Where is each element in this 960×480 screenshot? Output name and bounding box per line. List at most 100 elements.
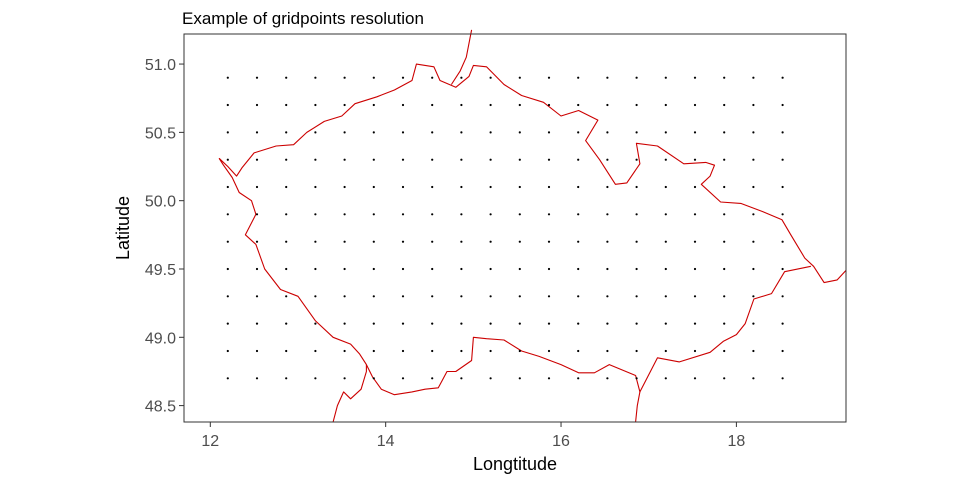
- y-tick-label: 50.5: [145, 125, 176, 142]
- gridpoint: [255, 158, 259, 161]
- gridpoint: [781, 267, 784, 271]
- gridpoint: [635, 213, 638, 216]
- gridpoint: [343, 240, 346, 243]
- gridpoint: [577, 322, 580, 325]
- gridpoint: [372, 295, 375, 298]
- gridpoint: [547, 103, 551, 107]
- gridpoint: [314, 377, 317, 380]
- gridpoint: [781, 377, 784, 380]
- gridpoint: [460, 240, 463, 243]
- gridpoint: [226, 322, 229, 325]
- gridpoint: [664, 185, 667, 189]
- gridpoint: [518, 267, 521, 271]
- gridpoint: [606, 76, 609, 79]
- gridpoint: [781, 185, 784, 189]
- gridpoint: [226, 185, 229, 189]
- gridpoint: [314, 213, 317, 216]
- gridpoint: [723, 76, 726, 79]
- gridpoint: [693, 76, 697, 79]
- gridpoint: [752, 267, 755, 271]
- gridpoint: [723, 349, 726, 353]
- gridpoint: [664, 76, 667, 79]
- gridpoint: [518, 295, 521, 298]
- gridpoint: [723, 213, 726, 216]
- gridpoint: [343, 131, 346, 134]
- x-tick-label: 12: [201, 433, 219, 450]
- gridpoint: [577, 158, 580, 161]
- gridpoint: [460, 103, 463, 107]
- gridpoint: [606, 131, 609, 134]
- gridpoint: [431, 267, 434, 271]
- gridpoint: [752, 185, 755, 189]
- gridpoint: [693, 349, 697, 353]
- gridpoint: [431, 349, 434, 353]
- gridpoint: [752, 240, 755, 243]
- gridpoint: [752, 295, 755, 298]
- gridpoint: [664, 349, 667, 353]
- gridpoint: [314, 185, 317, 189]
- gridpoint: [226, 158, 229, 161]
- gridpoint: [606, 158, 609, 161]
- gridpoint: [460, 76, 463, 79]
- gridpoint: [401, 349, 405, 353]
- gridpoint: [752, 213, 755, 216]
- gridpoint: [226, 295, 229, 298]
- gridpoint: [518, 76, 521, 79]
- gridpoint: [577, 103, 580, 107]
- boundary-line-0: [218, 63, 847, 284]
- gridpoint: [693, 240, 697, 243]
- gridpoint: [489, 103, 492, 107]
- gridpoint: [693, 322, 697, 325]
- gridpoint: [401, 267, 405, 271]
- gridpoint: [547, 295, 551, 298]
- gridpoint: [606, 349, 609, 353]
- gridpoint: [518, 377, 521, 380]
- gridpoint: [401, 185, 405, 189]
- gridpoint: [752, 131, 755, 134]
- gridpoint: [752, 322, 755, 325]
- gridpoint: [255, 377, 259, 380]
- gridpoint: [781, 349, 784, 353]
- gridpoint: [285, 267, 288, 271]
- gridpoint: [752, 103, 755, 107]
- gridpoint: [255, 213, 259, 216]
- gridpoint: [664, 158, 667, 161]
- gridpoint: [664, 213, 667, 216]
- gridpoint: [781, 131, 784, 134]
- gridpoint: [606, 240, 609, 243]
- gridpoint: [226, 349, 229, 353]
- gridpoint: [635, 377, 638, 380]
- gridpoint: [752, 377, 755, 380]
- gridpoint: [255, 349, 259, 353]
- y-tick-label: 49.0: [145, 330, 176, 347]
- gridpoint: [460, 322, 463, 325]
- gridpoint: [343, 267, 346, 271]
- gridpoint: [693, 213, 697, 216]
- gridpoint: [372, 103, 375, 107]
- gridpoint: [401, 76, 405, 79]
- gridpoint: [723, 322, 726, 325]
- gridpoint: [635, 185, 638, 189]
- gridpoint: [255, 322, 259, 325]
- gridpoint: [431, 240, 434, 243]
- gridpoint: [314, 158, 317, 161]
- gridpoint: [401, 322, 405, 325]
- gridpoint: [255, 131, 259, 134]
- gridpoint: [606, 377, 609, 380]
- gridpoint: [547, 76, 551, 79]
- gridpoint: [401, 213, 405, 216]
- gridpoint: [285, 377, 288, 380]
- gridpoint: [489, 377, 492, 380]
- gridpoint: [781, 240, 784, 243]
- gridpoint: [518, 213, 521, 216]
- gridpoint: [226, 267, 229, 271]
- gridpoint: [635, 322, 638, 325]
- gridpoint: [577, 76, 580, 79]
- gridpoint: [255, 267, 259, 271]
- gridpoint: [285, 322, 288, 325]
- gridpoint: [372, 377, 375, 380]
- gridpoint: [577, 295, 580, 298]
- gridpoint: [518, 240, 521, 243]
- y-axis-label: Latitude: [113, 196, 133, 260]
- gridpoint: [723, 131, 726, 134]
